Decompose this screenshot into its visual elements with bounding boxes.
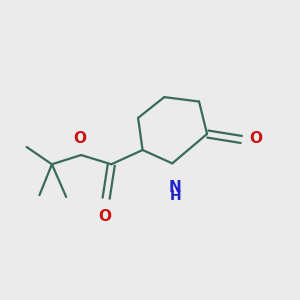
Text: O: O [73,131,86,146]
Text: O: O [98,208,111,224]
Text: O: O [250,130,262,146]
Text: H: H [169,189,181,202]
Text: N: N [169,180,182,195]
